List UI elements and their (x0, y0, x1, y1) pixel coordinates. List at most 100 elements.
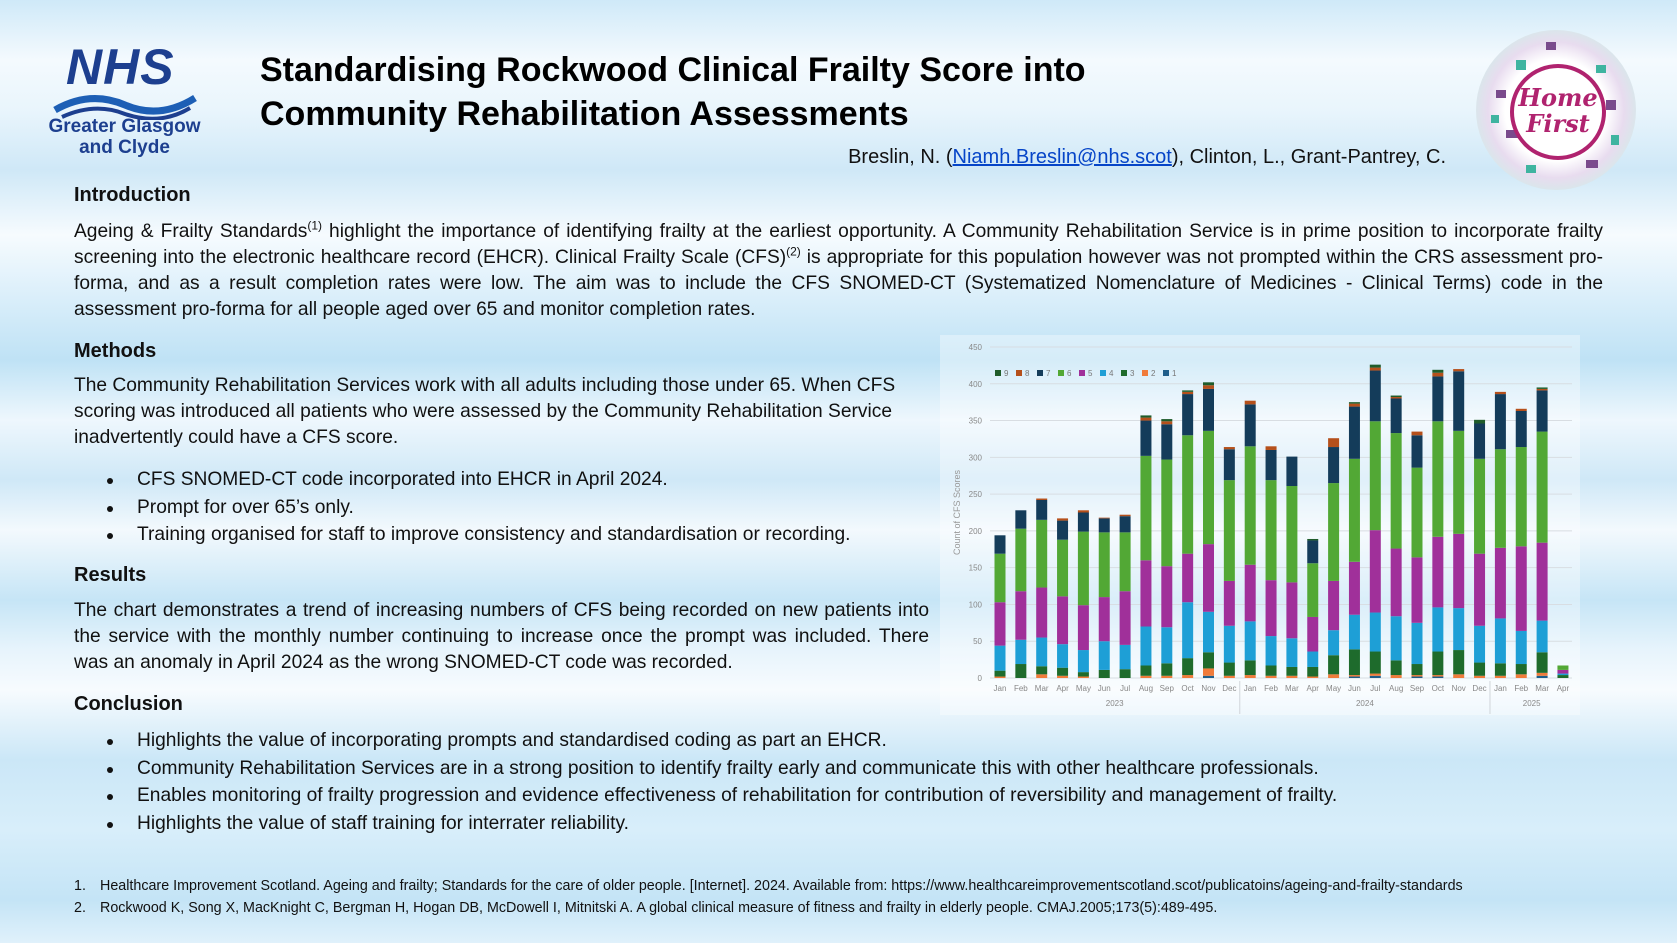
x-tick-label: Apr (1557, 684, 1570, 693)
bar-segment-6 (1328, 483, 1340, 581)
bar-segment-5 (1098, 597, 1110, 642)
list-item: Training organised for staff to improve … (74, 522, 851, 550)
legend-swatch (1079, 370, 1085, 376)
y-tick-label: 250 (969, 490, 983, 499)
bar-segment-9 (1182, 390, 1194, 392)
bar-segment-1 (1411, 676, 1423, 678)
bar-segment-8 (1265, 446, 1277, 450)
bar-segment-3 (1515, 664, 1527, 675)
bar-segment-4 (1432, 607, 1444, 652)
x-tick-label: May (1076, 684, 1091, 693)
bar-segment-8 (1203, 385, 1214, 389)
y-axis-title: Count of CFS Scores (952, 469, 962, 555)
legend-label: 9 (1004, 369, 1009, 378)
citation-2: (2) (786, 244, 801, 259)
bar-segment-5 (1494, 547, 1506, 619)
bar-segment-2 (1328, 674, 1340, 678)
bar-segment-9 (1432, 369, 1444, 373)
bar-segment-3 (1203, 652, 1214, 669)
chart-svg: 0 50 100 150 200 250 300 350 400 450 Count of CFS … (940, 335, 1580, 715)
bar-segment-6 (1140, 455, 1152, 561)
bar-segment-3 (1494, 663, 1506, 676)
x-tick-label: Aug (1139, 684, 1153, 693)
bar-segment-7 (994, 535, 1006, 554)
bar-segment-2 (1307, 676, 1319, 678)
bar-segment-7 (1265, 449, 1277, 481)
bar-segment-9 (1203, 382, 1214, 386)
bar-segment-5 (1307, 616, 1319, 652)
legend-swatch (1100, 370, 1106, 376)
authors-suffix: ), Clinton, L., Grant-Pantrey, C. (1171, 146, 1446, 168)
bar-segment-7 (1515, 410, 1527, 448)
x-tick-label: Mar (1535, 684, 1549, 693)
authors: Breslin, N. (Niamh.Breslin@nhs.scot), Cl… (848, 146, 1446, 169)
y-tick-label: 350 (969, 417, 983, 426)
bar-segment-6 (1411, 467, 1423, 558)
legend-swatch (1121, 370, 1127, 376)
methods-text: The Community Rehabilitation Services wo… (74, 375, 896, 448)
citation-1: (1) (307, 218, 323, 233)
bar-segment-8 (1515, 408, 1527, 411)
bar-segment-7 (1182, 394, 1194, 436)
bar-segment-3 (994, 670, 1006, 677)
legend-label: 8 (1025, 369, 1030, 378)
bar-segment-5 (994, 602, 1006, 646)
year-label: 2023 (1106, 699, 1124, 708)
bar-segment-2 (1140, 675, 1152, 678)
bar-segment-4 (1036, 637, 1048, 667)
bar-segment-3 (1536, 652, 1548, 673)
bar-segment-5 (1182, 553, 1194, 603)
author-email-link[interactable]: Niamh.Breslin@nhs.scot (952, 146, 1172, 168)
bar-segment-6 (1223, 480, 1235, 581)
bar-segment-3 (1390, 660, 1402, 676)
bar-segment-7 (1453, 371, 1465, 431)
bar-segment-2 (1244, 675, 1256, 678)
x-tick-label: May (1326, 684, 1341, 693)
bar-segment-8 (1328, 438, 1340, 448)
bar-segment-7 (1307, 540, 1319, 564)
bar-segment-7 (1036, 499, 1048, 520)
x-tick-label: Sep (1410, 684, 1425, 693)
bar-segment-3 (1015, 664, 1027, 678)
bar-segment-8 (1494, 391, 1506, 395)
bar-segment-4 (1536, 620, 1548, 653)
bar-segment-9 (1390, 395, 1402, 398)
references: 1. Healthcare Improvement Scotland. Agein… (74, 875, 1463, 919)
bar-segment-4 (1077, 650, 1089, 673)
bar-segment-3 (1077, 672, 1089, 677)
x-tick-label: Jan (1244, 684, 1257, 693)
x-tick-label: Sep (1160, 684, 1175, 693)
x-tick-label: Dec (1472, 684, 1486, 693)
introduction-heading: Introduction (74, 184, 191, 206)
bar-segment-6 (1077, 531, 1089, 606)
bar-segment-9 (1474, 419, 1486, 424)
list-item: Community Rehabilitation Services are in… (74, 756, 1337, 784)
home-first-text: Home First (1518, 83, 1598, 138)
y-tick-label: 150 (969, 564, 983, 573)
bar-segment-4 (1057, 644, 1069, 668)
bar-segment-7 (1328, 447, 1340, 484)
x-tick-label: Feb (1514, 684, 1528, 693)
bar-segment-9 (1140, 415, 1152, 418)
bar-segment-2 (1515, 674, 1527, 678)
bar-segment-3 (1432, 651, 1444, 676)
bar-segment-8 (1390, 397, 1402, 399)
bar-segment-4 (1265, 636, 1277, 666)
page-title: Standardising Rockwood Clinical Frailty … (260, 48, 1086, 136)
list-item: Enables monitoring of frailty progressio… (74, 783, 1337, 811)
bar-segment-6 (1119, 532, 1131, 592)
bar-segment-8 (1411, 431, 1423, 436)
list-item: Highlights the value of staff training f… (74, 811, 1337, 839)
bar-segment-4 (1098, 641, 1110, 670)
bar-segment-1 (1203, 675, 1214, 678)
nhs-wave-icon (53, 95, 197, 120)
bar-segment-3 (1223, 662, 1235, 676)
reference-item: 2. Rockwood K, Song X, MacKnight C, Bergm… (74, 897, 1463, 919)
legend-label: 4 (1109, 369, 1114, 378)
bar-segment-6 (1474, 458, 1486, 554)
bar-segment-3 (1119, 669, 1131, 678)
y-tick-label: 200 (969, 527, 983, 536)
bar-segment-3 (1286, 666, 1298, 676)
bar-segment-5 (1536, 542, 1548, 621)
bar-segment-6 (1390, 433, 1402, 549)
